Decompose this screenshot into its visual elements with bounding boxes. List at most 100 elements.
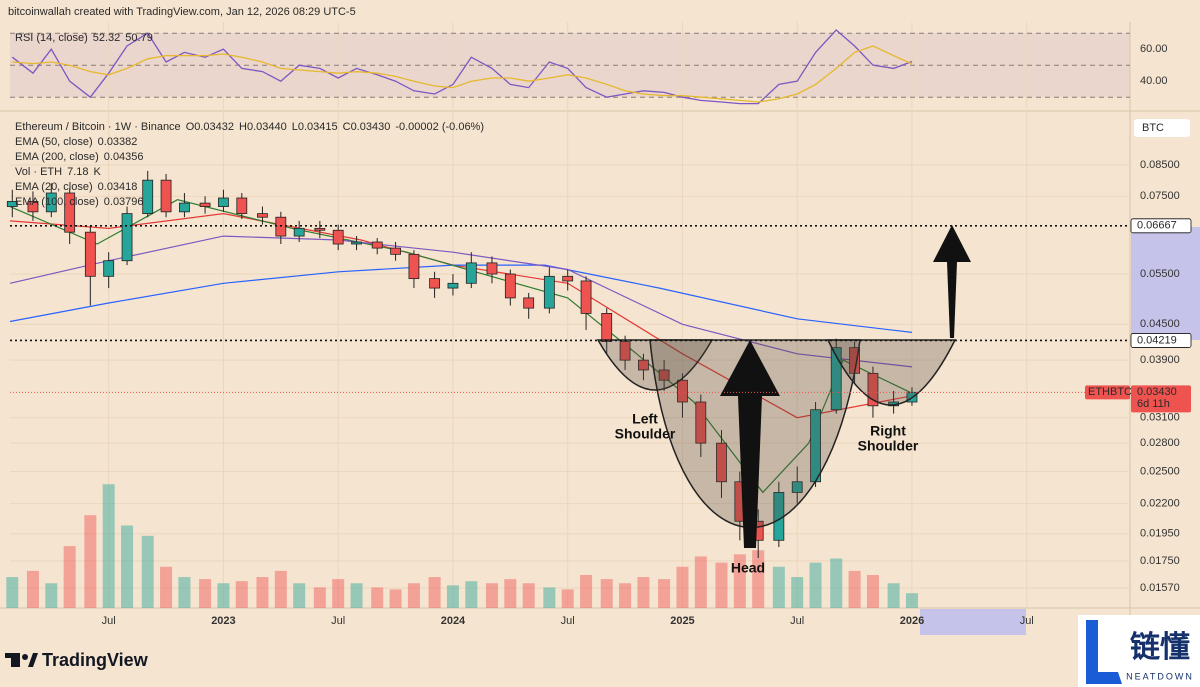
volume-bar bbox=[733, 554, 746, 608]
volume-bar bbox=[371, 587, 384, 608]
volume-bar bbox=[676, 566, 689, 608]
candle-body bbox=[408, 253, 420, 280]
candle-body bbox=[658, 369, 670, 381]
volume-bar bbox=[522, 583, 535, 608]
candle-body bbox=[867, 372, 879, 407]
right-shoulder-shape bbox=[826, 339, 957, 406]
ema-line bbox=[9, 199, 913, 494]
y-tick-label: 0.03100 bbox=[1140, 412, 1180, 424]
target-arrow bbox=[933, 225, 971, 338]
unit-label: BTC bbox=[1142, 122, 1164, 134]
legend-value: 0.04356 bbox=[104, 151, 144, 163]
level-label: 0.06667 bbox=[1137, 220, 1177, 232]
level-label-box bbox=[1130, 218, 1192, 234]
grid bbox=[10, 22, 1130, 608]
volume-bar bbox=[504, 579, 517, 608]
volume-bar bbox=[791, 577, 804, 608]
candle-body bbox=[695, 401, 707, 444]
logo-mark bbox=[28, 653, 38, 667]
volume-bar bbox=[63, 546, 76, 608]
volume-bar bbox=[809, 562, 822, 608]
volume-bar bbox=[217, 583, 230, 608]
ohlc-readout: H0.03440 bbox=[239, 121, 287, 133]
volume-bar bbox=[313, 587, 326, 608]
volume-bar bbox=[715, 562, 728, 608]
volume-bar bbox=[637, 577, 650, 608]
x-tick-label: Jul bbox=[102, 615, 116, 627]
volume-bar bbox=[141, 535, 154, 608]
y-tick-label: 0.05500 bbox=[1140, 268, 1180, 280]
y-tick-label: 0.08500 bbox=[1140, 159, 1180, 171]
legend-value: 0.03796 bbox=[104, 196, 144, 208]
volume-bar bbox=[199, 579, 212, 608]
watermark-text: 链懂 bbox=[1130, 630, 1190, 664]
legend-value: 50.79 bbox=[125, 32, 153, 44]
legend-value: 52.32 bbox=[93, 32, 121, 44]
unit-box bbox=[1134, 119, 1190, 137]
candle-body bbox=[314, 227, 326, 231]
candle-body bbox=[160, 179, 172, 213]
rsi-tick-label: 40.00 bbox=[1140, 75, 1168, 87]
candle-body bbox=[619, 341, 631, 361]
volume-bar bbox=[45, 583, 58, 608]
candle-body bbox=[677, 379, 688, 403]
watermark-mark bbox=[1086, 620, 1122, 684]
ohlc-readout: -0.00002 (-0.06%) bbox=[395, 121, 484, 133]
pattern-label: Shoulder bbox=[858, 438, 919, 454]
volume-bar bbox=[274, 570, 287, 608]
pattern-label: Left bbox=[632, 411, 658, 427]
y-tick-label: 0.07500 bbox=[1140, 190, 1180, 202]
candle-body bbox=[523, 297, 535, 309]
level-label: 0.04219 bbox=[1137, 334, 1177, 346]
rsi-line bbox=[11, 29, 913, 105]
countdown: 6d 11h bbox=[1137, 398, 1170, 410]
x-tick-label: Jul bbox=[331, 615, 345, 627]
volume-bar bbox=[256, 577, 269, 608]
volume-bar bbox=[772, 566, 785, 608]
volume-bar bbox=[905, 593, 918, 608]
volume-bar bbox=[178, 577, 191, 608]
candle-body bbox=[390, 247, 401, 255]
ema-line bbox=[9, 235, 913, 368]
legend-name: EMA (100, close) bbox=[15, 196, 99, 208]
last-price-box bbox=[1131, 385, 1191, 413]
candle-body bbox=[257, 213, 268, 218]
pattern-label: Right bbox=[870, 423, 906, 439]
logo-mark bbox=[11, 653, 20, 667]
candle-body bbox=[293, 227, 305, 237]
volume-bar bbox=[752, 550, 765, 608]
candle-body bbox=[6, 200, 18, 207]
ohlc-readout: O0.03432 bbox=[186, 121, 234, 133]
volume-bar bbox=[121, 525, 134, 608]
y-tick-label: 0.01750 bbox=[1140, 555, 1180, 567]
rsi-tick-label: 60.00 bbox=[1140, 43, 1168, 55]
candle-body bbox=[562, 275, 574, 282]
volume-bar bbox=[26, 570, 39, 608]
axis-range-highlight bbox=[1131, 227, 1200, 340]
volume-bar bbox=[389, 589, 402, 608]
candle-body bbox=[601, 313, 613, 342]
symbol-tag-text: ETHBTC bbox=[1088, 386, 1132, 398]
x-tick-label: Jul bbox=[561, 615, 575, 627]
candle-body bbox=[64, 192, 76, 233]
volume-bar bbox=[561, 589, 574, 608]
volume-bar bbox=[293, 583, 306, 608]
legend-name: EMA (50, close) bbox=[15, 136, 93, 148]
volume-bar bbox=[235, 581, 248, 608]
volume-bar bbox=[465, 581, 478, 608]
candle-body bbox=[179, 202, 190, 213]
volume-bar bbox=[485, 583, 498, 608]
logo-mark bbox=[22, 654, 28, 660]
y-tick-label: 0.04500 bbox=[1140, 318, 1180, 330]
volume-bar bbox=[887, 583, 900, 608]
time-range-highlight bbox=[920, 609, 1026, 635]
volume-bar bbox=[84, 515, 97, 608]
logo-mark bbox=[5, 653, 20, 658]
volume-bar bbox=[600, 579, 613, 608]
legend-unit: K bbox=[94, 166, 102, 178]
y-tick-label: 0.01950 bbox=[1140, 528, 1180, 540]
volume-bar bbox=[866, 575, 879, 608]
candle-body bbox=[84, 231, 96, 277]
plot bbox=[6, 29, 918, 608]
